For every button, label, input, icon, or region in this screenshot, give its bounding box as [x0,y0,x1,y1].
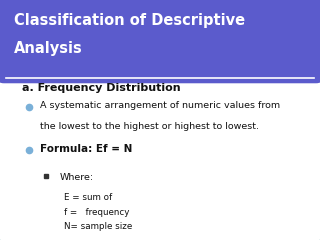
Text: a. Frequency Distribution: a. Frequency Distribution [22,83,181,93]
Text: f =   frequency: f = frequency [64,208,129,216]
Text: the lowest to the highest or highest to lowest.: the lowest to the highest or highest to … [40,122,259,132]
FancyBboxPatch shape [0,0,320,83]
Text: E = sum of: E = sum of [64,193,112,202]
Text: Analysis: Analysis [14,41,83,56]
Text: A systematic arrangement of numeric values from: A systematic arrangement of numeric valu… [40,101,280,110]
Text: Classification of Descriptive: Classification of Descriptive [14,13,245,28]
Text: Formula: Ef = N: Formula: Ef = N [40,144,132,154]
Text: Where:: Where: [59,173,93,182]
Text: N= sample size: N= sample size [64,222,132,231]
